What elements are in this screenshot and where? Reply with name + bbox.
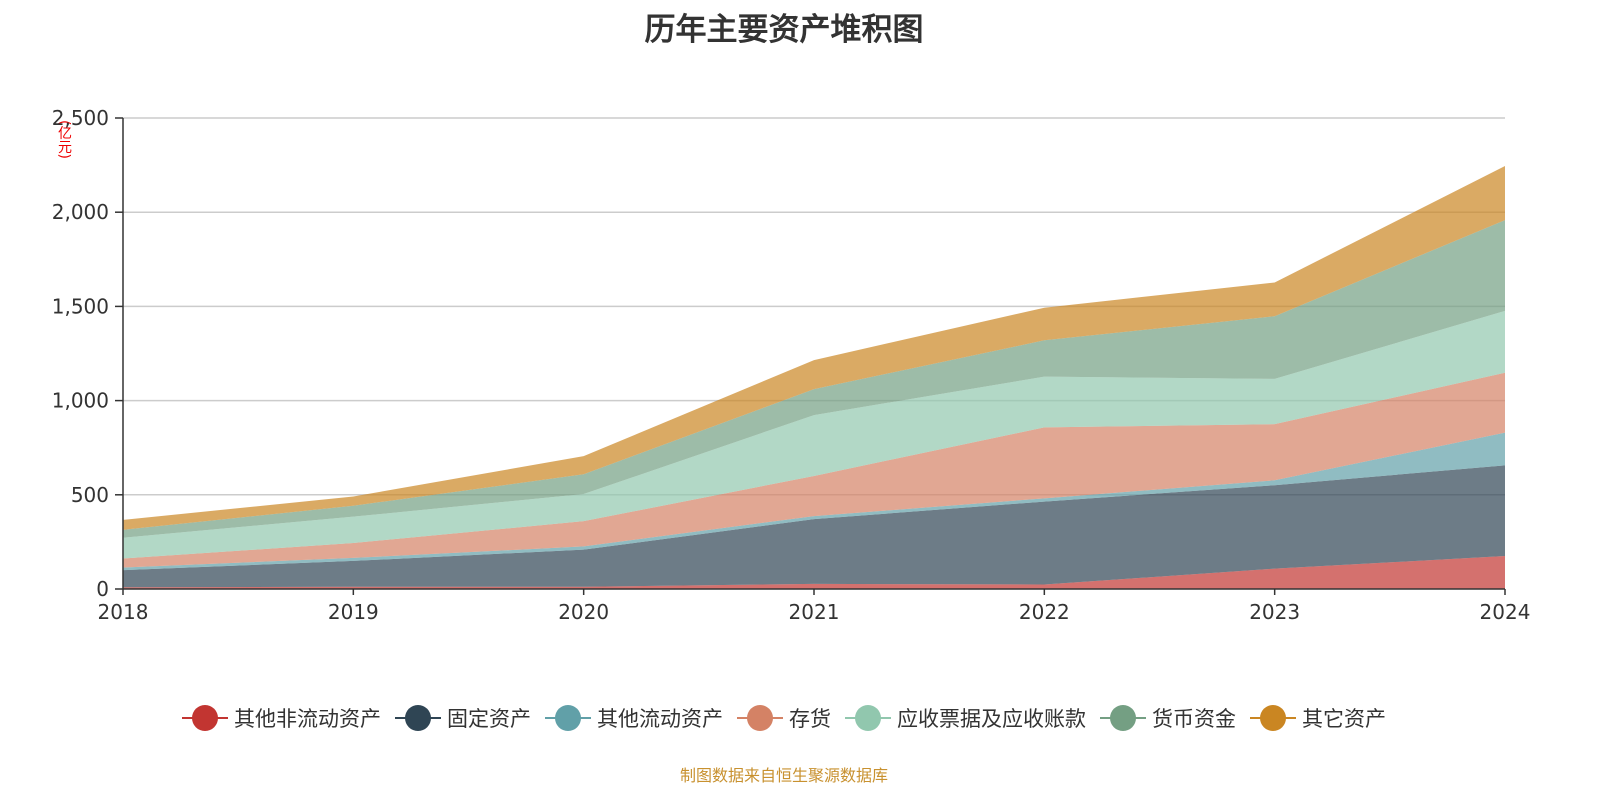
legend-label: 其他流动资产 xyxy=(597,707,723,731)
y-tick-label: 2,000 xyxy=(52,200,109,224)
y-tick-label: 0 xyxy=(96,577,109,601)
stacked-area-chart: 0 500 1,000 1,500 2,000 2,500 2018 2019 2020 2021… xyxy=(52,106,1531,624)
legend-label: 货币资金 xyxy=(1152,707,1236,731)
source-note: 制图数据来自恒生聚源数据库 xyxy=(679,766,888,785)
x-tick-label: 2024 xyxy=(1480,600,1531,624)
legend-item[interactable]: 其他流动资产 xyxy=(545,703,723,733)
legend-item[interactable]: 应收票据及应收账款 xyxy=(845,703,1086,733)
x-tick-label: 2021 xyxy=(789,600,840,624)
legend-label: 应收票据及应收账款 xyxy=(897,707,1086,731)
legend-label: 存货 xyxy=(789,707,831,731)
y-tick-label: 500 xyxy=(71,483,109,507)
legend-marker-icon xyxy=(1100,704,1146,732)
x-tick-label: 2023 xyxy=(1249,600,1300,624)
legend-marker-icon xyxy=(182,704,228,732)
area-1 xyxy=(123,465,1505,588)
legend-item[interactable]: 货币资金 xyxy=(1100,703,1236,733)
chart-title: 历年主要资产堆积图 xyxy=(644,12,924,48)
legend-marker-icon xyxy=(395,704,441,732)
legend-marker-icon xyxy=(1250,704,1296,732)
x-tick-label: 2022 xyxy=(1019,600,1070,624)
area-0 xyxy=(123,556,1505,589)
legend: 其他非流动资产 固定资产 其他流动资产 存货 应收票据及应收账款 货币资金 其它资产 xyxy=(0,703,1568,733)
legend-marker-icon xyxy=(737,704,783,732)
y-axis-unit: (亿元) xyxy=(56,120,72,159)
area-4 xyxy=(123,310,1505,559)
legend-label: 其他非流动资产 xyxy=(234,707,381,731)
legend-item[interactable]: 其它资产 xyxy=(1250,703,1386,733)
legend-item[interactable]: 固定资产 xyxy=(395,703,531,733)
x-tick-label: 2019 xyxy=(328,600,379,624)
y-tick-label: 1,000 xyxy=(52,389,109,413)
x-tick-label: 2020 xyxy=(558,600,609,624)
legend-marker-icon xyxy=(545,704,591,732)
y-tick-label: 2,500 xyxy=(52,106,109,130)
legend-item[interactable]: 存货 xyxy=(737,703,831,733)
legend-item[interactable]: 其他非流动资产 xyxy=(182,703,381,733)
area-3 xyxy=(123,372,1505,568)
legend-marker-icon xyxy=(845,704,891,732)
x-tick-label: 2018 xyxy=(98,600,149,624)
legend-label: 其它资产 xyxy=(1302,707,1386,731)
legend-label: 固定资产 xyxy=(447,707,531,731)
y-tick-label: 1,500 xyxy=(52,294,109,318)
